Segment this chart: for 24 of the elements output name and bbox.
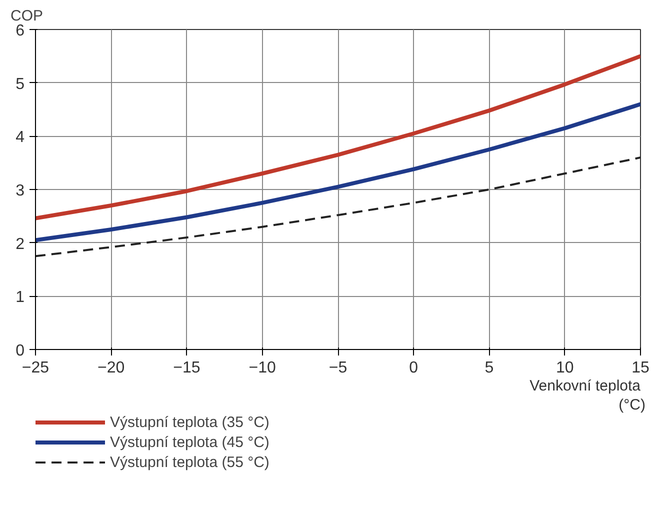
y-tick-label: 6	[16, 22, 25, 40]
x-tick-label: −20	[98, 360, 125, 376]
legend-label: Výstupní teplota (45 °C)	[110, 434, 270, 450]
y-tick-label: 2	[16, 236, 25, 253]
x-tick-label: 5	[484, 360, 494, 376]
x-axis-title: Venkovní teplota (°C)	[530, 378, 646, 414]
y-tick-label: 0	[16, 342, 25, 360]
x-tick-label: −10	[248, 360, 276, 376]
x-tick-label: −5	[328, 360, 348, 376]
y-tick-label: 5	[16, 76, 25, 93]
legend-label: Výstupní teplota (35 °C)	[110, 414, 270, 430]
line-series	[36, 156, 640, 258]
line-series	[36, 54, 640, 220]
x-tick-label: 0	[409, 360, 418, 376]
y-axis-title: COP	[10, 8, 44, 24]
y-tick-label: 3	[16, 182, 25, 200]
x-tick-label: 10	[556, 360, 574, 376]
x-tick-label: −15	[173, 360, 200, 376]
line-series	[36, 102, 640, 242]
x-tick-label: 15	[632, 360, 650, 376]
legend-label: Výstupní teplota (55 °C)	[110, 454, 270, 470]
y-tick-label: 1	[16, 289, 25, 306]
x-tick-label: −25	[22, 360, 50, 376]
y-tick-label: 4	[16, 129, 25, 146]
